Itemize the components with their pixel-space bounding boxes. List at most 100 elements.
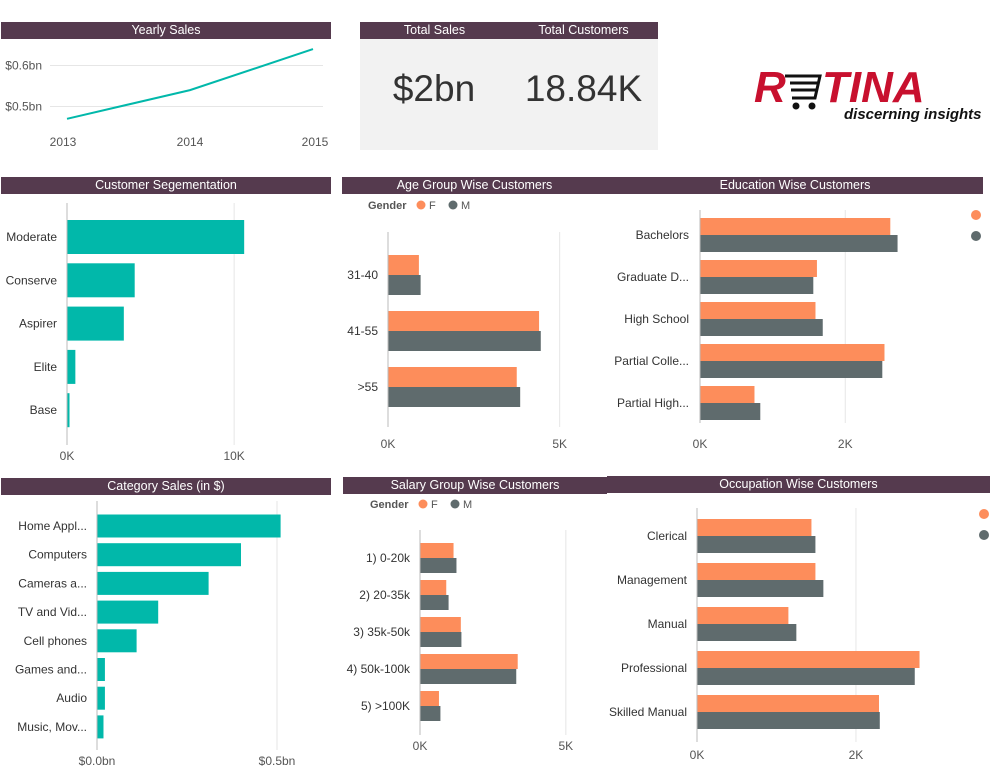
bar (97, 629, 137, 653)
bar-female (388, 255, 419, 275)
category-label: Partial High... (617, 396, 689, 410)
bar-female (697, 519, 812, 536)
sales-line (66, 48, 314, 120)
bar-female (420, 654, 518, 669)
bar-male (697, 624, 797, 641)
bar-female (388, 311, 540, 331)
legend-label: F (429, 200, 436, 212)
category-sales-header: Category Sales (in $) (1, 478, 331, 495)
salary-group-chart: Gender F M 0K 5K 1) 0-20k 2) 20-35k 3) 35k-50k 4… (347, 499, 574, 753)
bar (97, 514, 281, 538)
kpi-card (360, 39, 658, 150)
bar-female (420, 580, 447, 595)
occupation-chart: 0K 2K Clerical Management Manual Professional… (609, 508, 989, 762)
category-label: Base (30, 403, 58, 417)
legend-title: Gender (368, 200, 407, 212)
bar-female (700, 344, 885, 361)
bar (97, 658, 105, 681)
category-label: 1) 0-20k (366, 551, 411, 565)
category-label: 41-55 (347, 324, 378, 338)
category-label: 3) 35k-50k (353, 625, 411, 639)
customer-segmentation-chart: 0K 10K Moderate Conserve Aspirer Elite Base (6, 203, 245, 463)
x-tick-label: 10K (223, 449, 244, 463)
category-label: Graduate D... (617, 270, 689, 284)
legend-marker (448, 200, 458, 210)
yearly-sales-header: Yearly Sales (1, 22, 331, 39)
bar-male (388, 387, 521, 407)
total-sales-header: Total Sales (360, 22, 509, 39)
bar-female (420, 617, 461, 632)
x-tick-label: 2K (849, 748, 864, 762)
category-label: >55 (358, 380, 379, 394)
yearly-sales-chart: $0.5bn $0.6bn 2013 2014 2015 (5, 48, 329, 149)
category-label: 5) >100K (361, 699, 410, 713)
bar-female (697, 651, 920, 668)
bar-male (700, 277, 814, 294)
x-tick-label: 0K (413, 739, 428, 753)
category-label: Cell phones (24, 634, 87, 648)
age-group-chart: Gender F M 0K 5K 31-40 41-55 >55 (347, 200, 567, 451)
bar (67, 220, 245, 254)
education-header: Education Wise Customers (607, 177, 983, 194)
bar-female (700, 302, 816, 319)
bar-male (388, 275, 421, 295)
x-tick-label: 0K (690, 748, 705, 762)
bar-female (700, 386, 755, 403)
bar-female (700, 260, 817, 277)
legend-label: F (431, 499, 438, 511)
occupation-header: Occupation Wise Customers (607, 476, 990, 493)
bar-male (697, 668, 915, 685)
category-label: Elite (34, 360, 58, 374)
bar-male (420, 706, 441, 721)
bar-female (388, 367, 517, 387)
bar-male (388, 331, 541, 351)
bar-female (697, 607, 789, 624)
bar (67, 349, 76, 384)
category-label: Computers (28, 548, 87, 562)
x-tick-label: 0K (381, 437, 396, 451)
legend-marker (979, 509, 989, 519)
bar (97, 686, 105, 710)
bar-female (697, 695, 879, 712)
bar (97, 715, 104, 739)
category-label: Audio (56, 691, 87, 705)
total-customers-value: 18.84K (524, 68, 643, 109)
category-label: Clerical (647, 529, 687, 543)
bar (67, 393, 70, 428)
category-label: 31-40 (347, 268, 378, 282)
category-label: Partial Colle... (614, 354, 689, 368)
bar (67, 306, 124, 341)
x-tick-label: 5K (558, 739, 573, 753)
bar-male (697, 580, 824, 597)
category-label: Music, Mov... (17, 720, 87, 734)
x-tick-label: $0.0bn (79, 754, 116, 768)
x-tick-label: 2014 (177, 135, 204, 149)
bar (97, 571, 209, 595)
category-label: 2) 20-35k (359, 588, 411, 602)
category-label: Aspirer (19, 317, 57, 331)
customer-segmentation-header: Customer Segementation (1, 177, 331, 194)
bar-male (697, 712, 880, 729)
category-label: High School (624, 312, 689, 326)
bar-male (697, 536, 816, 553)
bar-female (697, 563, 816, 580)
category-sales-chart: $0.0bn $0.5bn Home Appl... Computers Cameras… (15, 501, 295, 768)
bar-male (700, 235, 898, 252)
legend-label: M (463, 499, 472, 511)
bar-male (420, 669, 517, 684)
logo-tagline: discerning insights (844, 106, 982, 123)
category-label: Bachelors (636, 228, 689, 242)
bar-male (420, 558, 457, 573)
legend-marker (979, 530, 989, 540)
bar-male (420, 632, 462, 647)
x-tick-label: 2K (838, 437, 853, 451)
cart-icon (785, 74, 822, 110)
bar-male (700, 403, 761, 420)
retina-logo: R TINA discerning insights (754, 63, 982, 123)
category-label: 4) 50k-100k (347, 662, 411, 676)
bar-male (700, 319, 823, 336)
legend-title: Gender (370, 499, 409, 511)
bar (97, 600, 159, 624)
age-group-header: Age Group Wise Customers (342, 177, 607, 194)
bar (67, 263, 135, 298)
